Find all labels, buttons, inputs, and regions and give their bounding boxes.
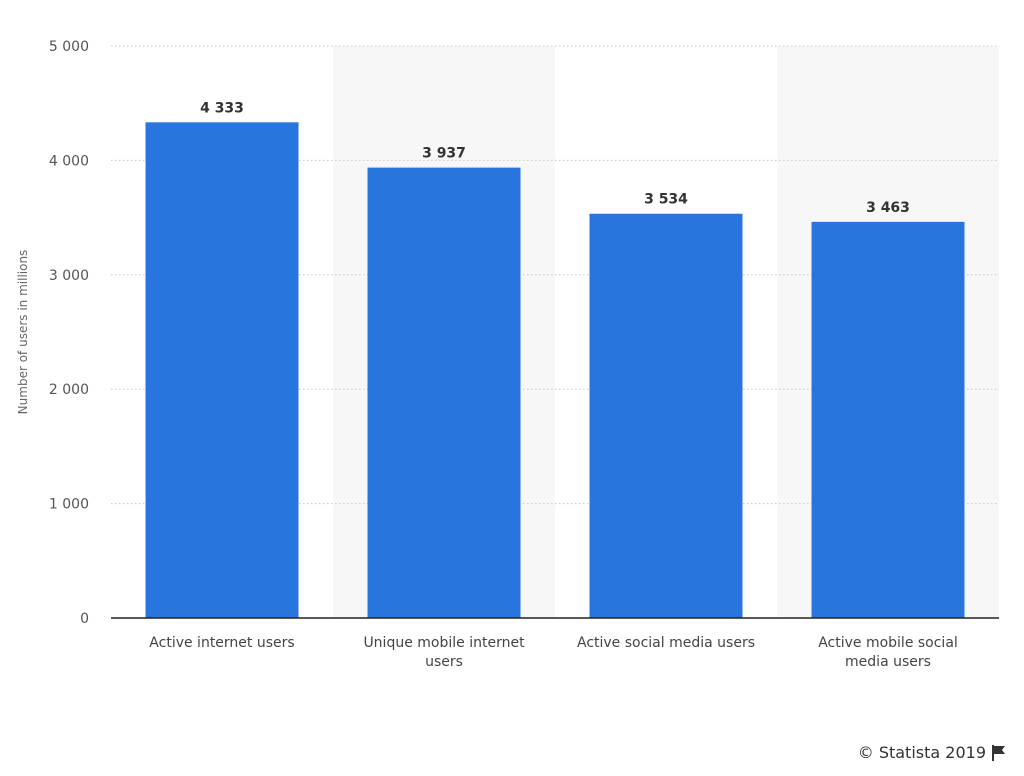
category-label: Active social media users (577, 635, 755, 651)
bar[interactable] (811, 221, 965, 618)
data-label: 3 937 (422, 146, 466, 162)
y-tick-label: 3 000 (49, 268, 89, 284)
category-label: Unique mobile internet users (363, 635, 525, 670)
flag-icon[interactable] (992, 744, 1006, 761)
y-tick-label: 2 000 (49, 382, 89, 398)
y-axis-title: Number of users in millions (16, 250, 30, 415)
data-label: 4 333 (200, 100, 244, 116)
y-tick-label: 5 000 (49, 39, 89, 55)
data-label: 3 534 (644, 192, 688, 208)
copyright-text: © Statista 2019 (857, 743, 986, 762)
bar[interactable] (589, 213, 743, 619)
footer: © Statista 2019 (858, 743, 1006, 762)
y-tick-label: 4 000 (49, 153, 89, 169)
bar[interactable] (367, 167, 521, 619)
y-tick-label: 1 000 (49, 497, 89, 513)
y-tick-label: 0 (80, 611, 89, 627)
data-label: 3 463 (866, 200, 910, 216)
category-label: Active mobile social media users (818, 635, 958, 670)
bar[interactable] (145, 122, 299, 618)
category-label: Active internet users (149, 635, 294, 651)
